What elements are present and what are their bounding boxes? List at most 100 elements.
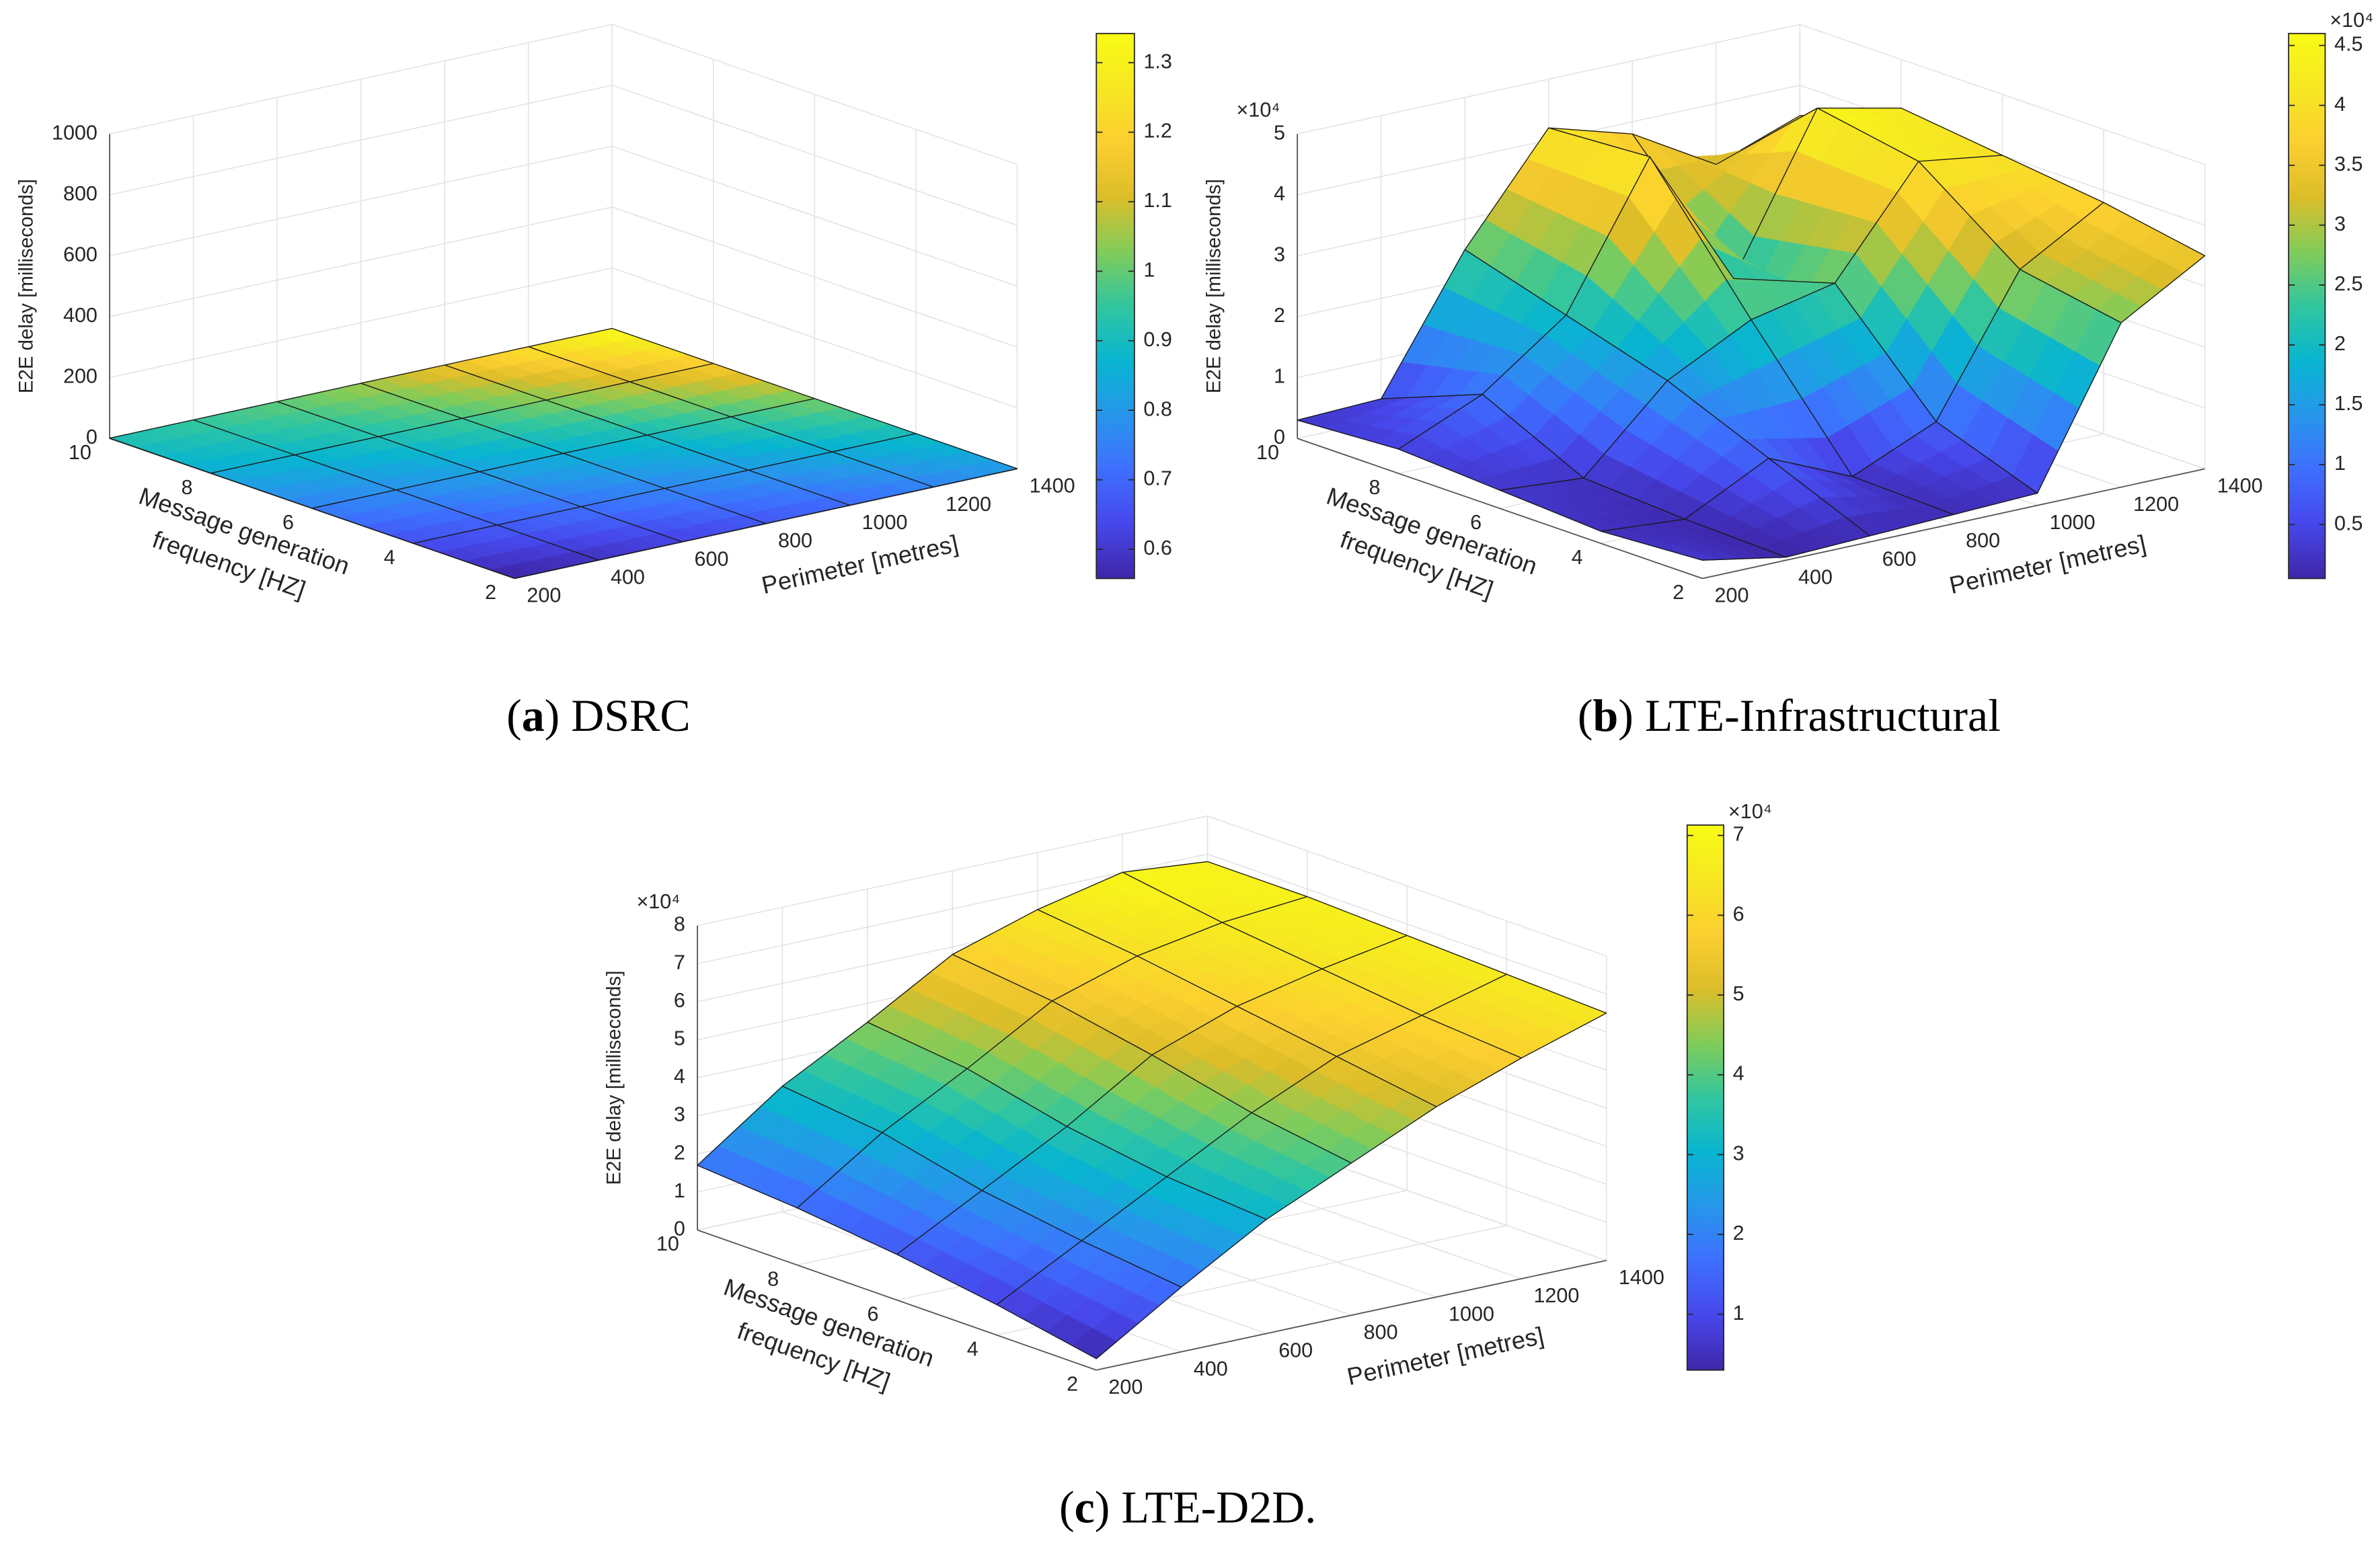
surface-cell <box>1464 127 1650 316</box>
y-tick-label: 6 <box>867 1302 878 1325</box>
y-axis-line <box>1297 438 1703 580</box>
surface-chart: 200 400 600 800 1000 1200 1400 2 4 6 8 100 200 400 600… <box>15 24 1172 741</box>
colorbar-tick-label: 0.6 <box>1143 537 1172 559</box>
x-tick-label: 1000 <box>1449 1302 1494 1325</box>
surface-cell <box>981 1125 1167 1242</box>
x-tick-label: 200 <box>1715 584 1749 607</box>
surface-cell <box>730 398 917 452</box>
surface-cell <box>1398 393 1584 491</box>
x-tick-label: 400 <box>611 565 645 588</box>
z-tick-label: 8 <box>674 913 685 936</box>
z-exponent: ×10⁴ <box>636 890 680 913</box>
caption-part: c <box>1075 1481 1095 1532</box>
surface-cell <box>1751 282 1937 477</box>
z-tick-label: 4 <box>674 1065 685 1088</box>
surface-cell <box>1297 393 1483 450</box>
caption-part: ( <box>1059 1481 1075 1532</box>
grid-line <box>109 267 613 379</box>
z-tick-label: 0 <box>674 1218 685 1240</box>
colorbar <box>2288 32 2326 580</box>
x-tick-label: 1200 <box>946 493 991 516</box>
colorbar-exponent: ×10⁴ <box>2330 9 2373 32</box>
y-tick-label: 4 <box>1572 546 1583 569</box>
surface-cell <box>413 524 599 579</box>
surface-cell <box>1380 249 1567 399</box>
surface-cell <box>1236 968 1422 1058</box>
surface-cell <box>1601 518 1787 561</box>
colorbar-tick-label: 1.3 <box>1143 50 1172 73</box>
colorbar-tick-label: 7 <box>1733 823 1744 846</box>
x-tick-label: 600 <box>1278 1339 1313 1362</box>
y-tick-label: 2 <box>1067 1373 1078 1396</box>
surface-cell <box>996 1240 1182 1359</box>
caption-part: ( <box>1578 690 1593 741</box>
colorbar-tick-label: 5 <box>1733 982 1744 1005</box>
surface-cell <box>1482 315 1668 479</box>
caption-part: a <box>522 690 545 741</box>
surface-cell <box>966 1000 1153 1127</box>
x-tick-label: 1400 <box>2217 475 2263 498</box>
x-axis-line <box>1702 468 2205 580</box>
z-tick-label: 0 <box>1274 426 1285 448</box>
y-tick-label: 6 <box>282 511 294 534</box>
surface-cell <box>1122 861 1308 923</box>
x-tick-label: 800 <box>1364 1321 1398 1344</box>
surface-cell <box>1566 156 1752 381</box>
z-tick-label: 1 <box>1274 365 1285 388</box>
surface-cell <box>697 1085 883 1209</box>
mesh-edge <box>996 1240 1182 1359</box>
z-tick-label: 400 <box>63 304 98 327</box>
x-tick-label: 600 <box>1882 547 1917 570</box>
mesh-edge <box>413 524 599 579</box>
colorbar-tick-label: 1.5 <box>2334 392 2363 415</box>
y-tick-label: 10 <box>1256 441 1279 464</box>
z-tick-label: 2 <box>1274 304 1285 327</box>
surface-cell <box>1051 955 1237 1056</box>
z-tick-label: 6 <box>674 989 685 1012</box>
y-tick-label: 6 <box>1470 511 1482 534</box>
surface-cell <box>1918 155 2104 270</box>
z-tick-label: 2 <box>674 1141 685 1164</box>
colorbar-tick-label: 4.5 <box>2334 33 2363 56</box>
caption: (c) LTE-D2D. <box>1059 1481 1316 1532</box>
caption-part: ) LTE-Infrastructural <box>1618 690 2001 741</box>
surface-cell <box>210 454 397 509</box>
x-tick-label: 200 <box>527 584 561 607</box>
grid-line <box>109 145 613 257</box>
colorbar-tick-label: 0.7 <box>1143 467 1172 490</box>
surface-cell <box>896 1189 1083 1306</box>
grid-line <box>109 206 613 317</box>
colorbar-tick-label: 3 <box>2334 212 2346 235</box>
x-tick-label: 800 <box>1966 529 2000 552</box>
surface-chart: 200400600800100012001400246810012345×10⁴… <box>1203 9 2374 741</box>
surface-cell <box>580 487 767 543</box>
surface-chart: 200400600800100012001400246810012345678×… <box>603 800 1772 1532</box>
y-tick-label: 10 <box>656 1232 679 1255</box>
x-tick-label: 1200 <box>2133 493 2179 516</box>
y-tick-label: 2 <box>1673 581 1684 604</box>
colorbar-tick-label: 2.5 <box>2334 272 2363 295</box>
caption-part: ) LTE-D2D. <box>1095 1481 1316 1532</box>
surface-cell <box>1499 477 1686 532</box>
grid-line <box>697 815 1208 926</box>
z-tick-label: 0 <box>86 426 98 448</box>
surface-cell <box>1081 1176 1267 1288</box>
x-tick-label: 600 <box>695 547 729 570</box>
surface-cell <box>1583 380 1769 520</box>
colorbar-tick-label: 3.5 <box>2334 153 2363 175</box>
colorbar-tick-label: 1 <box>1143 258 1155 281</box>
y-tick-label: 8 <box>1369 476 1381 499</box>
grid-line <box>1800 24 2205 165</box>
surface-cell <box>2019 202 2206 323</box>
surface-cell <box>563 434 749 489</box>
y-tick-label: 2 <box>485 581 496 604</box>
surface-cell <box>748 451 934 506</box>
x-tick-label: 1000 <box>862 511 908 534</box>
grid-line <box>611 24 1018 165</box>
colorbar-tick-label: 0.9 <box>1143 328 1172 351</box>
z-tick-label: 7 <box>674 951 685 974</box>
colorbar-tick-label: 4 <box>2334 93 2346 116</box>
z-tick-label: 3 <box>674 1103 685 1126</box>
y-tick-label: 4 <box>384 546 395 569</box>
